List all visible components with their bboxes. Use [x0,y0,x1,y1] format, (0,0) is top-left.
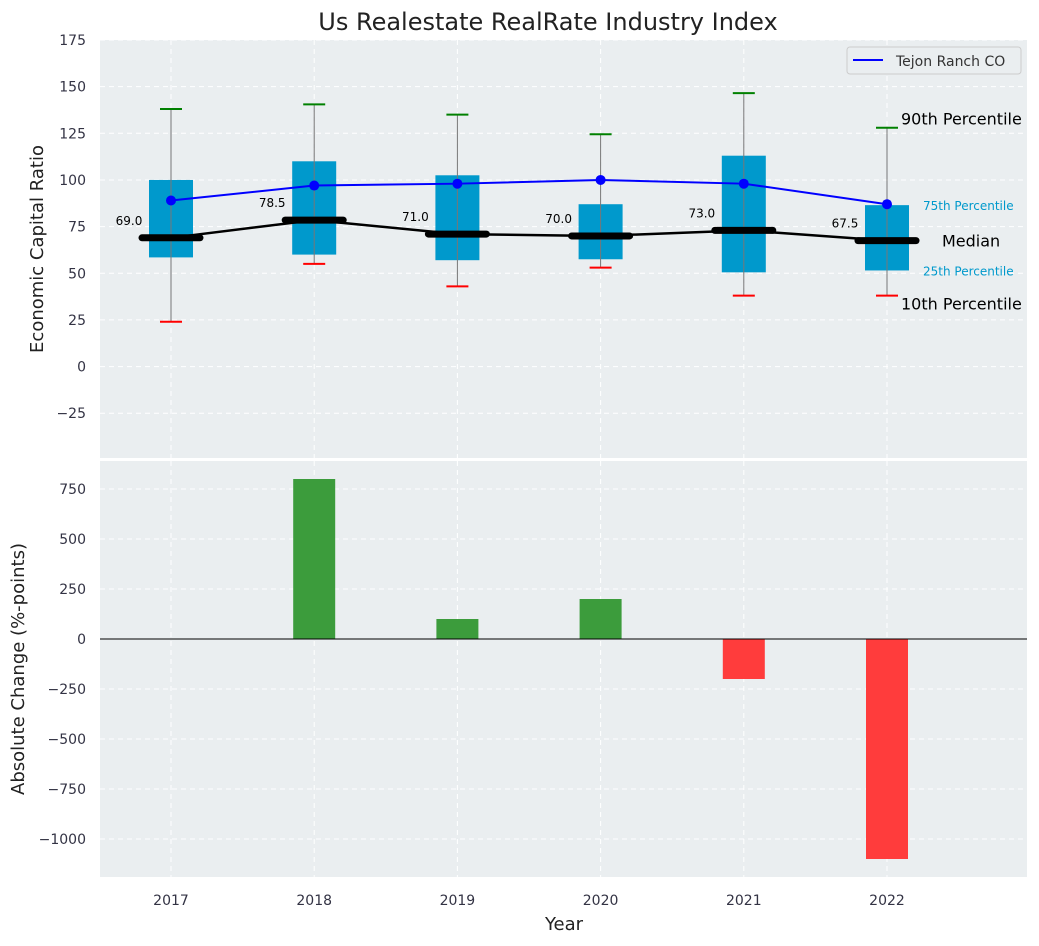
annotation-p10: 10th Percentile [901,295,1022,314]
legend-label: Tejon Ranch CO [895,54,1005,70]
y-tick-label: 125 [59,126,86,142]
median-label: 73.0 [688,206,715,220]
bar [436,619,479,639]
x-axis-label: Year [544,914,584,935]
median-label: 70.0 [545,212,572,226]
series-point [882,199,892,210]
median-label: 69.0 [116,214,143,228]
bar [866,639,908,859]
x-tick-label: 2017 [153,893,189,909]
y-tick-label: −750 [48,782,86,798]
y-tick-label: −250 [48,682,86,698]
y-tick-label: 750 [59,482,86,498]
y-tick-label: 500 [59,532,86,548]
y-tick-label: 0 [77,632,86,648]
y-tick-label: 75 [68,220,86,236]
annotation-median: Median [942,232,1000,251]
series-line [170,178,888,206]
y-tick-label: −1000 [39,832,86,848]
y-tick-label: 250 [59,582,86,598]
series-point [452,178,463,189]
series-point [595,174,606,185]
legend: Tejon Ranch CO [846,46,1022,75]
series-point [309,180,320,191]
annotation-p25: 25th Percentile [923,264,1014,278]
median-label: 71.0 [402,210,429,224]
y-tick-label: −500 [48,732,86,748]
y-tick-label: 150 [59,80,86,96]
y-tick-label: 175 [59,33,86,49]
bar [722,639,765,679]
annotation-p75: 75th Percentile [923,199,1014,213]
bar [293,479,336,639]
annotation-p90: 90th Percentile [901,110,1022,129]
x-tick-label: 2018 [296,893,332,909]
x-tick-label: 2021 [726,893,762,909]
x-tick-label: 2020 [583,893,619,909]
y-axis-label-top: Economic Capital Ratio [27,145,48,353]
y-tick-label: 50 [68,266,86,282]
y-axis-label-bottom: Absolute Change (%-points) [8,543,29,795]
series-point [738,178,749,189]
y-tick-label: 0 [77,360,86,376]
median-label: 67.5 [832,217,859,231]
bar [579,599,622,639]
y-tick-label: 25 [68,313,86,329]
series-point [166,195,176,206]
chart-title: Us Realestate RealRate Industry Index [318,8,777,36]
x-tick-label: 2022 [869,893,905,909]
x-tick-label: 2019 [440,893,476,909]
legend-box [846,46,1022,75]
y-tick-label: 100 [59,173,86,189]
median-label: 78.5 [259,196,286,210]
y-tick-label: −25 [56,406,86,422]
